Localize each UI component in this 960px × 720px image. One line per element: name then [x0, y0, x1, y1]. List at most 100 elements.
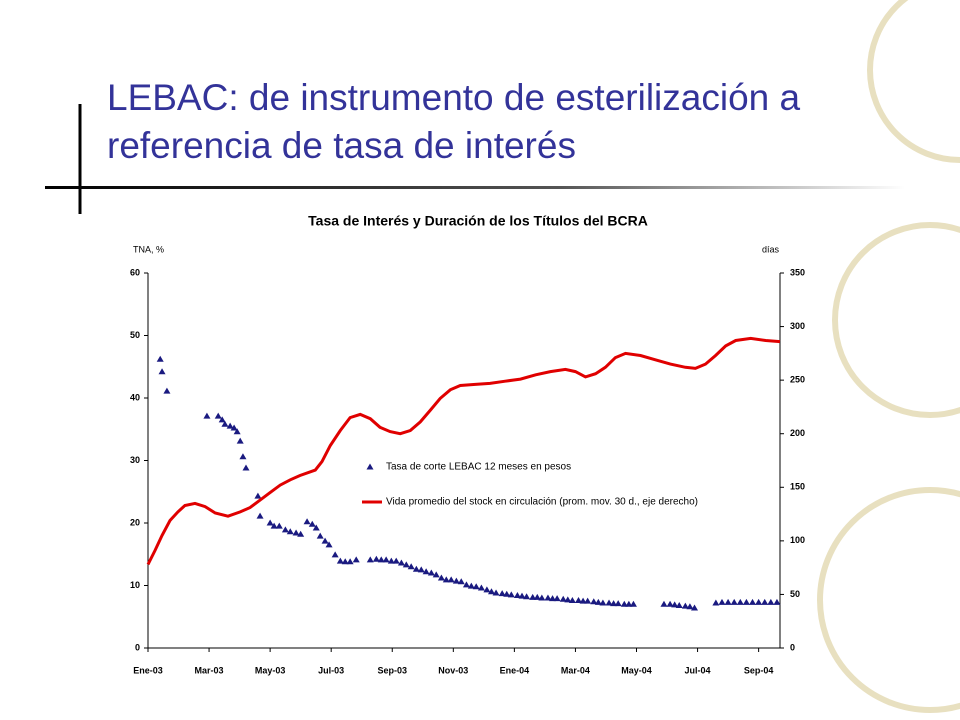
marker	[579, 597, 587, 604]
marker	[203, 412, 211, 419]
x-tick-label: Nov-03	[438, 665, 468, 675]
marker	[620, 600, 628, 607]
marker	[559, 595, 567, 602]
marker	[498, 590, 506, 597]
y2-tick-label: 250	[790, 375, 805, 385]
marker	[507, 591, 515, 598]
x-tick-label: Mar-04	[561, 665, 590, 675]
marker	[254, 492, 262, 499]
marker	[773, 598, 781, 605]
marker	[402, 561, 410, 568]
y-tick-label: 30	[130, 455, 140, 465]
marker	[352, 556, 360, 563]
y-tick-label: 0	[135, 642, 140, 652]
marker	[387, 557, 395, 564]
marker	[230, 424, 238, 431]
marker	[472, 583, 480, 590]
marker	[407, 563, 415, 570]
marker	[553, 595, 561, 602]
marker	[625, 600, 633, 607]
emblem-decoration	[817, 0, 960, 713]
marker	[392, 557, 400, 564]
marker	[382, 556, 390, 563]
marker	[397, 559, 405, 566]
line	[146, 336, 781, 566]
marker	[462, 581, 470, 588]
marker	[214, 412, 222, 419]
marker	[377, 556, 385, 563]
marker	[712, 599, 720, 606]
x-tick-label: May-03	[255, 665, 286, 675]
marker	[549, 595, 557, 602]
marker	[742, 598, 750, 605]
marker	[325, 541, 333, 548]
marker	[610, 600, 618, 607]
marker	[297, 530, 305, 537]
y2-tick-label: 200	[790, 428, 805, 438]
marker	[270, 522, 278, 529]
marker	[312, 524, 320, 531]
marker	[483, 586, 491, 593]
legend-label: Tasa de corte LEBAC 12 meses en pesos	[386, 462, 571, 473]
marker	[614, 600, 622, 607]
slide-title: LEBAC: de instrumento de esterilización …	[107, 77, 801, 118]
marker	[442, 576, 450, 583]
marker	[432, 571, 440, 578]
marker	[163, 387, 171, 394]
chart-title: Tasa de Interés y Duración de los Título…	[308, 213, 648, 229]
marker	[303, 518, 311, 525]
y-tick-label: 20	[130, 517, 140, 527]
marker	[218, 416, 226, 423]
marker	[346, 558, 354, 565]
marker	[503, 590, 511, 597]
x-tick-label: Sep-03	[377, 665, 407, 675]
y2-tick-label: 300	[790, 321, 805, 331]
marker	[256, 512, 264, 519]
y2-tick-label: 150	[790, 482, 805, 492]
marker	[599, 599, 607, 606]
marker	[457, 578, 465, 585]
x-tick-label: Ene-04	[500, 665, 530, 675]
marker	[452, 577, 460, 584]
marker	[518, 592, 526, 599]
marker	[755, 598, 763, 605]
marker	[242, 464, 250, 471]
marker	[761, 598, 769, 605]
marker	[675, 602, 683, 608]
marker	[156, 355, 164, 362]
marker	[487, 588, 495, 595]
marker	[221, 420, 229, 427]
marker	[660, 600, 668, 607]
marker	[594, 598, 602, 605]
y-tick-label: 50	[130, 330, 140, 340]
marker	[239, 453, 247, 460]
marker	[544, 594, 552, 601]
marker	[331, 551, 339, 558]
marker	[730, 598, 738, 605]
marker	[226, 422, 234, 429]
marker	[568, 597, 576, 603]
marker	[533, 593, 541, 600]
marker	[281, 526, 289, 533]
marker	[724, 598, 732, 605]
x-tick-label: Mar-03	[195, 665, 224, 675]
marker	[629, 600, 637, 607]
slide-title: referencia de tasa de interés	[107, 125, 576, 166]
marker	[584, 597, 592, 604]
marker	[412, 565, 420, 572]
marker	[605, 599, 613, 606]
y2-tick-label: 350	[790, 267, 805, 277]
marker	[236, 437, 244, 444]
marker	[749, 598, 757, 605]
y-tick-label: 10	[130, 580, 140, 590]
y2-tick-label: 0	[790, 642, 795, 652]
marker	[467, 582, 475, 589]
marker	[736, 598, 744, 605]
x-tick-label: May-04	[621, 665, 652, 675]
marker	[366, 556, 374, 563]
marker	[158, 368, 166, 375]
y-axis-label: TNA, %	[133, 244, 164, 254]
marker	[666, 600, 674, 607]
marker	[341, 558, 349, 565]
marker	[718, 598, 726, 605]
